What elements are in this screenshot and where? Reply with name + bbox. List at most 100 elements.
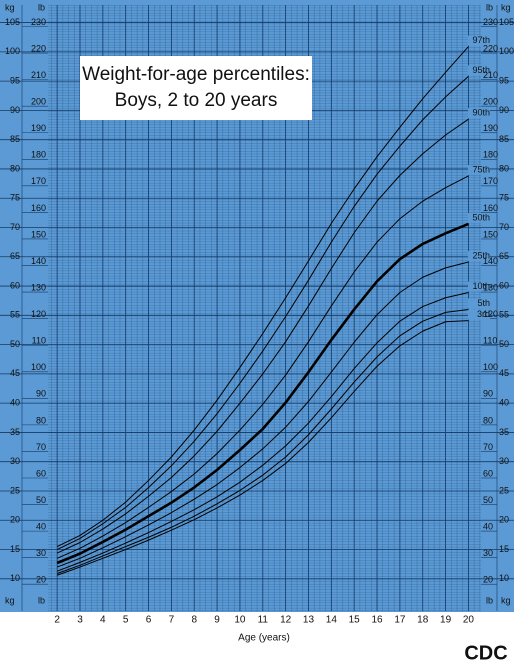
y-unit: kg [5,2,15,12]
y-tick-label: 60 [499,280,509,290]
x-tick-label: 8 [191,615,197,626]
x-tick-label: 11 [258,615,269,626]
y-unit: kg [5,595,15,605]
y2-tick-label: 110 [32,336,46,346]
legend-label: 95th [472,65,490,75]
percentile-line [56,291,469,572]
x-tick-label: 10 [234,615,246,626]
legend-label: 97th [472,35,490,45]
y-tick-label: 20 [499,515,509,525]
legend-label: 5th [477,298,490,308]
percentile-line [56,308,469,575]
y2-tick-label: 140 [483,256,498,266]
y2-tick-label: 180 [483,150,498,160]
legend-label-bg [468,251,490,262]
y-tick-label: 35 [10,427,20,437]
y2-tick-label: 160 [483,203,498,213]
y-tick-label: 70 [10,222,20,232]
y2-tick-label: 150 [31,229,46,239]
percentile-line [56,118,469,554]
y2-tick-label: 130 [31,282,46,292]
y-tick-label: 40 [499,398,509,408]
y2-tick-label: 70 [36,442,46,452]
y-tick-label: 100 [499,46,514,56]
y2-tick-label: 50 [36,495,46,505]
y2-tick-label: 140 [31,256,46,266]
legend-label-bg [468,65,490,76]
y-tick-label: 80 [499,163,509,173]
legend-label: 3rd [477,309,490,319]
y2-tick-label: 60 [36,468,46,478]
y-tick-label: 10 [499,573,509,583]
y2-tick-label: 40 [483,521,493,531]
y2-tick-label: 50 [483,495,493,505]
y-tick-label: 70 [499,222,509,232]
legend-label-bg [468,212,490,223]
x-tick-label: 20 [463,615,475,626]
legend-label-bg [468,281,490,292]
y-tick-label: 45 [10,368,20,378]
x-tick-label: 18 [417,615,429,626]
legend-label: 25th [472,250,490,260]
y2-unit: lb [38,595,45,605]
y2-tick-label: 190 [31,123,46,133]
y-tick-label: 15 [499,544,509,554]
chart-title: Weight-for-age percentiles: [82,64,310,85]
y-tick-label: 100 [5,46,20,56]
y-tick-label: 50 [10,339,20,349]
x-tick-label: 7 [169,615,175,626]
y-tick-label: 50 [499,339,509,349]
y2-unit: lb [486,2,493,12]
y-tick-label: 65 [10,251,20,261]
chart-subtitle: Boys, 2 to 20 years [115,90,278,111]
y-tick-label: 80 [10,163,20,173]
y2-tick-label: 210 [31,70,46,80]
legend-label-bg [468,108,490,119]
y-tick-label: 35 [499,427,509,437]
y-tick-label: 90 [10,105,20,115]
y2-tick-label: 110 [483,336,497,346]
y2-tick-label: 90 [483,389,493,399]
percentile-line [56,320,469,576]
y-unit: kg [501,595,511,605]
y2-tick-label: 30 [36,548,46,558]
y-tick-label: 45 [499,368,509,378]
legend-label-bg [468,164,490,175]
y-tick-label: 95 [499,75,509,85]
x-tick-label: 2 [54,615,60,626]
x-tick-label: 15 [349,615,361,626]
y-tick-label: 20 [10,515,20,525]
y-tick-label: 30 [499,456,509,466]
y2-tick-label: 160 [31,203,46,213]
x-tick-label: 12 [280,615,292,626]
percentile-line [56,261,469,568]
y-tick-label: 10 [10,573,20,583]
percentile-line [56,46,469,548]
y2-tick-label: 170 [483,176,498,186]
y-tick-label: 105 [499,17,514,27]
y-tick-label: 55 [499,310,509,320]
x-tick-label: 17 [394,615,406,626]
y2-tick-label: 230 [483,17,498,27]
logo: CDC [464,642,507,664]
y2-tick-label: 20 [36,575,46,585]
y2-tick-label: 120 [31,309,46,319]
y-tick-label: 25 [10,485,20,495]
y-unit: kg [501,2,511,12]
y2-tick-label: 40 [36,521,46,531]
y-tick-label: 25 [499,485,509,495]
y2-unit: lb [486,595,493,605]
y2-tick-label: 220 [31,43,46,53]
y2-tick-label: 90 [36,389,46,399]
y-tick-label: 105 [5,17,20,27]
y2-tick-label: 230 [31,17,46,27]
y2-tick-label: 210 [483,70,498,80]
legend-label: 90th [472,108,490,118]
y2-tick-label: 100 [31,362,46,372]
y2-tick-label: 200 [483,97,498,107]
y2-tick-label: 190 [483,123,498,133]
y2-unit: lb [38,2,45,12]
legend-label-bg [468,309,490,320]
y2-tick-label: 180 [31,150,46,160]
